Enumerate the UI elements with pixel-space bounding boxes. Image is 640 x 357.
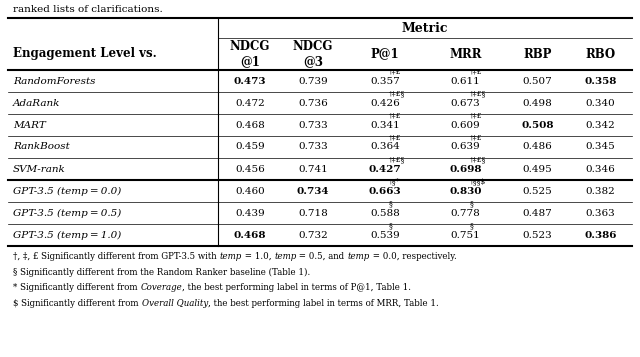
- Text: 0.498: 0.498: [522, 99, 552, 107]
- Text: 0.439: 0.439: [235, 208, 265, 217]
- Text: 0.539: 0.539: [370, 231, 400, 240]
- Text: †‡£: †‡£: [389, 67, 401, 75]
- Text: 0.663: 0.663: [369, 186, 401, 196]
- Text: RBP: RBP: [523, 47, 552, 60]
- Text: †‡£: †‡£: [389, 134, 401, 141]
- Text: Engagement Level vs.: Engagement Level vs.: [13, 47, 157, 60]
- Text: 0.739: 0.739: [298, 76, 328, 85]
- Text: 0.751: 0.751: [451, 231, 481, 240]
- Text: 0.468: 0.468: [234, 231, 266, 240]
- Text: 0.473: 0.473: [234, 76, 266, 85]
- Text: MART: MART: [13, 121, 45, 130]
- Text: 0.358: 0.358: [584, 76, 616, 85]
- Text: §: §: [13, 267, 20, 277]
- Text: 0.468: 0.468: [235, 121, 265, 130]
- Text: 0.363: 0.363: [586, 208, 615, 217]
- Text: 0.507: 0.507: [522, 76, 552, 85]
- Text: , the best performing label in terms of MRR, Table 1.: , the best performing label in terms of …: [208, 298, 438, 307]
- Text: 0.588: 0.588: [370, 208, 400, 217]
- Text: 0.346: 0.346: [586, 165, 615, 174]
- Text: Significantly different from GPT-3.5 with: Significantly different from GPT-3.5 wit…: [41, 252, 220, 261]
- Text: $: $: [13, 298, 21, 307]
- Text: 0.340: 0.340: [586, 99, 615, 107]
- Text: †§§$: †§§$: [470, 177, 486, 185]
- Text: †‡£§: †‡£§: [389, 90, 405, 97]
- Text: RankBoost: RankBoost: [13, 142, 70, 151]
- Text: 0.732: 0.732: [298, 231, 328, 240]
- Text: 0.357: 0.357: [370, 76, 400, 85]
- Text: Significantly different from: Significantly different from: [20, 283, 140, 292]
- Text: 0.486: 0.486: [522, 142, 552, 151]
- Text: 0.342: 0.342: [586, 121, 615, 130]
- Text: §: §: [389, 221, 393, 230]
- Text: 0.736: 0.736: [298, 99, 328, 107]
- Text: 0.830: 0.830: [449, 186, 482, 196]
- Text: Metric: Metric: [402, 21, 449, 35]
- Text: 0.718: 0.718: [298, 208, 328, 217]
- Text: Coverage: Coverage: [140, 283, 182, 292]
- Text: = 0.5, and: = 0.5, and: [296, 252, 348, 261]
- Text: §: §: [389, 200, 393, 207]
- Text: 0.673: 0.673: [451, 99, 481, 107]
- Text: 0.426: 0.426: [370, 99, 400, 107]
- Text: 0.611: 0.611: [451, 76, 481, 85]
- Text: †§*: †§*: [389, 177, 401, 185]
- Text: NDCG
@1: NDCG @1: [230, 40, 270, 68]
- Text: GPT-3.5 (temp = 1.0): GPT-3.5 (temp = 1.0): [13, 230, 121, 240]
- Text: 0.341: 0.341: [370, 121, 400, 130]
- Text: 0.459: 0.459: [235, 142, 265, 151]
- Text: *: *: [13, 283, 20, 292]
- Text: 0.525: 0.525: [522, 186, 552, 196]
- Text: †‡£: †‡£: [389, 111, 401, 120]
- Text: 0.639: 0.639: [451, 142, 481, 151]
- Text: †‡£: †‡£: [470, 67, 482, 75]
- Text: 0.733: 0.733: [298, 142, 328, 151]
- Text: ranked lists of clarifications.: ranked lists of clarifications.: [13, 5, 163, 15]
- Text: 0.427: 0.427: [369, 165, 401, 174]
- Text: 0.523: 0.523: [522, 231, 552, 240]
- Text: 0.495: 0.495: [522, 165, 552, 174]
- Text: †‡£§: †‡£§: [470, 155, 486, 164]
- Text: NDCG
@3: NDCG @3: [293, 40, 333, 68]
- Text: 0.508: 0.508: [521, 121, 554, 130]
- Text: §: §: [470, 221, 474, 230]
- Text: 0.733: 0.733: [298, 121, 328, 130]
- Text: P@1: P@1: [371, 47, 399, 60]
- Text: 0.609: 0.609: [451, 121, 481, 130]
- Text: RandomForests: RandomForests: [13, 76, 95, 85]
- Text: †‡£: †‡£: [470, 111, 482, 120]
- Text: GPT-3.5 (temp = 0.5): GPT-3.5 (temp = 0.5): [13, 208, 121, 217]
- Text: Significantly different from the Random Ranker baseline (Table 1).: Significantly different from the Random …: [20, 267, 310, 277]
- Text: 0.382: 0.382: [586, 186, 615, 196]
- Text: †‡£§: †‡£§: [389, 155, 405, 164]
- Text: = 1.0,: = 1.0,: [242, 252, 275, 261]
- Text: 0.778: 0.778: [451, 208, 481, 217]
- Text: 0.472: 0.472: [235, 99, 265, 107]
- Text: MRR: MRR: [449, 47, 482, 60]
- Text: 0.386: 0.386: [584, 231, 617, 240]
- Text: 0.456: 0.456: [235, 165, 265, 174]
- Text: §: §: [470, 200, 474, 207]
- Text: temp: temp: [275, 252, 296, 261]
- Text: 0.734: 0.734: [297, 186, 329, 196]
- Text: †‡£: †‡£: [470, 134, 482, 141]
- Text: 0.460: 0.460: [235, 186, 265, 196]
- Text: SVM-rank: SVM-rank: [13, 165, 66, 174]
- Text: temp: temp: [220, 252, 242, 261]
- Text: AdaRank: AdaRank: [13, 99, 60, 107]
- Text: 0.364: 0.364: [370, 142, 400, 151]
- Text: 0.741: 0.741: [298, 165, 328, 174]
- Text: 0.487: 0.487: [522, 208, 552, 217]
- Text: , the best performing label in terms of P@1, Table 1.: , the best performing label in terms of …: [182, 283, 411, 292]
- Text: 0.345: 0.345: [586, 142, 615, 151]
- Text: GPT-3.5 (temp = 0.0): GPT-3.5 (temp = 0.0): [13, 186, 121, 196]
- Text: †, ‡, £: †, ‡, £: [13, 252, 41, 261]
- Text: Overall Quality: Overall Quality: [141, 298, 208, 307]
- Text: 0.698: 0.698: [449, 165, 482, 174]
- Text: = 0.0, respectively.: = 0.0, respectively.: [370, 252, 456, 261]
- Text: Significantly different from: Significantly different from: [21, 298, 141, 307]
- Text: temp: temp: [348, 252, 370, 261]
- Text: †‡£§: †‡£§: [470, 90, 486, 97]
- Text: RBO: RBO: [586, 47, 616, 60]
